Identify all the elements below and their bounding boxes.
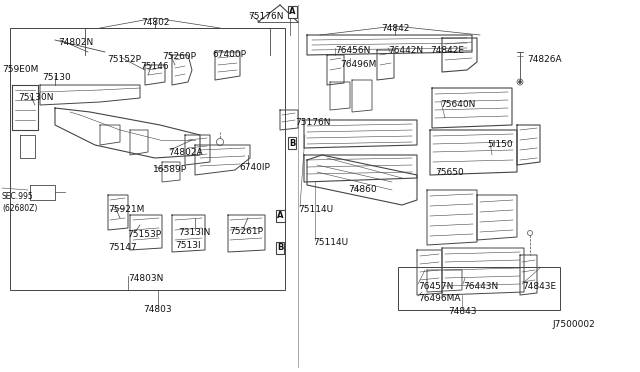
Text: 75152P: 75152P (107, 55, 141, 64)
Text: 74826A: 74826A (527, 55, 562, 64)
Text: 5I150: 5I150 (487, 140, 513, 149)
Text: 7313IN: 7313IN (178, 228, 211, 237)
Text: 76457N: 76457N (418, 282, 453, 291)
Text: 76456N: 76456N (335, 46, 371, 55)
Text: 74802: 74802 (141, 18, 169, 27)
Text: 75176N: 75176N (248, 12, 284, 21)
Text: 74842: 74842 (381, 24, 409, 33)
Text: 74860: 74860 (348, 185, 376, 194)
Text: 75147: 75147 (108, 243, 136, 252)
Text: 75921M: 75921M (108, 205, 145, 214)
Bar (10, 28, 285, 290)
Text: 76442N: 76442N (388, 46, 423, 55)
Text: 759E0M: 759E0M (2, 65, 38, 74)
Text: 67400P: 67400P (212, 50, 246, 59)
Text: 74803: 74803 (144, 305, 172, 314)
Text: 75146: 75146 (140, 62, 168, 71)
Circle shape (518, 80, 522, 83)
Text: 6740lP: 6740lP (239, 163, 270, 172)
Text: 74802A: 74802A (168, 148, 203, 157)
Text: A: A (276, 212, 284, 221)
Text: 75261P: 75261P (229, 227, 263, 236)
Text: 75130: 75130 (42, 73, 71, 82)
Text: A: A (289, 7, 295, 16)
Text: B: B (289, 138, 295, 148)
Text: 75640N: 75640N (440, 100, 476, 109)
Text: 75114U: 75114U (313, 238, 348, 247)
Bar (398, 267, 560, 310)
Text: 74803N: 74803N (128, 274, 163, 283)
Text: (62680Z): (62680Z) (2, 204, 37, 213)
Text: 75176N: 75176N (295, 118, 330, 127)
Text: 74843: 74843 (448, 307, 476, 316)
Text: 75114U: 75114U (298, 205, 333, 214)
Text: 74843E: 74843E (522, 282, 556, 291)
Text: SEC.995: SEC.995 (2, 192, 34, 201)
Text: 7513I: 7513I (175, 241, 200, 250)
Text: 75130N: 75130N (18, 93, 54, 102)
Text: 76496MA: 76496MA (418, 294, 461, 303)
Text: 75260P: 75260P (162, 52, 196, 61)
Text: 74842E: 74842E (430, 46, 464, 55)
Text: B: B (277, 244, 283, 253)
Text: J7500002: J7500002 (552, 320, 595, 329)
Text: 16589P: 16589P (153, 165, 187, 174)
Text: 76443N: 76443N (463, 282, 499, 291)
Text: 74802N: 74802N (58, 38, 93, 47)
Text: 76496M: 76496M (340, 60, 376, 69)
Text: 75650: 75650 (435, 168, 464, 177)
Text: 75153P: 75153P (127, 230, 161, 239)
